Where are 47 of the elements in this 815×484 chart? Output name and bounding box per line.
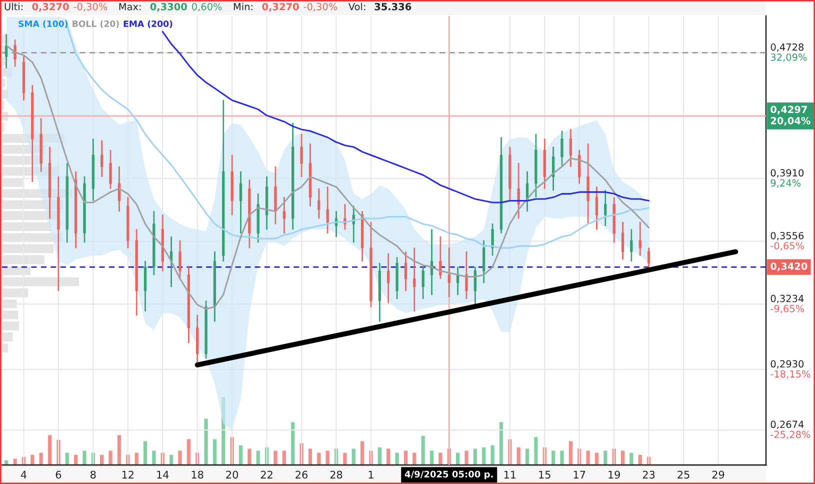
series-label: EMA (200) xyxy=(124,20,172,28)
text: Ulti: xyxy=(4,2,22,10)
y-tick-label: 0,3910 xyxy=(770,169,804,178)
x-tick-label: 20 xyxy=(226,470,238,479)
text: Max: xyxy=(119,3,141,10)
x-tick-label: 4 xyxy=(20,470,26,478)
text: -18,15% xyxy=(770,370,810,379)
x-tick-label: 17 xyxy=(574,470,586,478)
x-tick-label: 26 xyxy=(296,470,308,479)
y-tick-label: 0,2930 xyxy=(770,360,804,369)
ref-line-label: 0,3420 xyxy=(770,262,808,272)
x-tick-label: 19 xyxy=(608,470,620,479)
x-tick-label: 14 xyxy=(157,470,169,478)
text: -0,65% xyxy=(770,242,804,250)
y-tick-label: 0,3556 xyxy=(770,232,804,240)
x-tick-label: 12 xyxy=(122,470,134,478)
x-tick-label: 18 xyxy=(192,470,204,479)
x-tick-label: 4/9/2025 05:00 p. xyxy=(404,470,493,480)
x-tick-label: 15 xyxy=(539,470,550,479)
text: 0,3270 xyxy=(32,2,69,12)
text: 0,3300 xyxy=(150,2,187,12)
text: 9,24% xyxy=(770,179,801,188)
x-tick-label: 29 xyxy=(712,470,724,479)
y-tick-label: 0,4728 xyxy=(770,43,804,52)
x-tick-label: 25 xyxy=(678,470,690,479)
text: 35.336 xyxy=(374,2,412,10)
x-tick-label: 6 xyxy=(56,470,62,479)
text: 0,3270 xyxy=(262,2,299,12)
text: -0,30% xyxy=(74,2,108,12)
series-label: SMA (100) xyxy=(18,20,68,28)
x-tick-label: 8 xyxy=(90,470,96,479)
text: -9,65% xyxy=(770,304,804,314)
text: 0,60% xyxy=(192,2,222,12)
ref-line-label: 0,4297 20,04% xyxy=(770,106,810,126)
text: BOLL (20) xyxy=(72,20,119,28)
text: Vol: xyxy=(348,2,366,10)
x-tick-label: 23 xyxy=(642,470,655,479)
x-tick-label: 28 xyxy=(330,470,342,479)
y-tick-label: 0,2674 xyxy=(770,420,804,430)
x-tick-label: 1 xyxy=(368,470,374,478)
x-tick-label: 11 xyxy=(504,470,516,478)
text: 32,09% xyxy=(770,54,807,62)
text: -25,28% xyxy=(770,430,810,440)
x-tick-label: 22 xyxy=(260,470,272,478)
text: -0,30% xyxy=(304,2,338,12)
y-tick-label: 0,3234 xyxy=(770,294,804,304)
text: Min: xyxy=(234,2,252,10)
